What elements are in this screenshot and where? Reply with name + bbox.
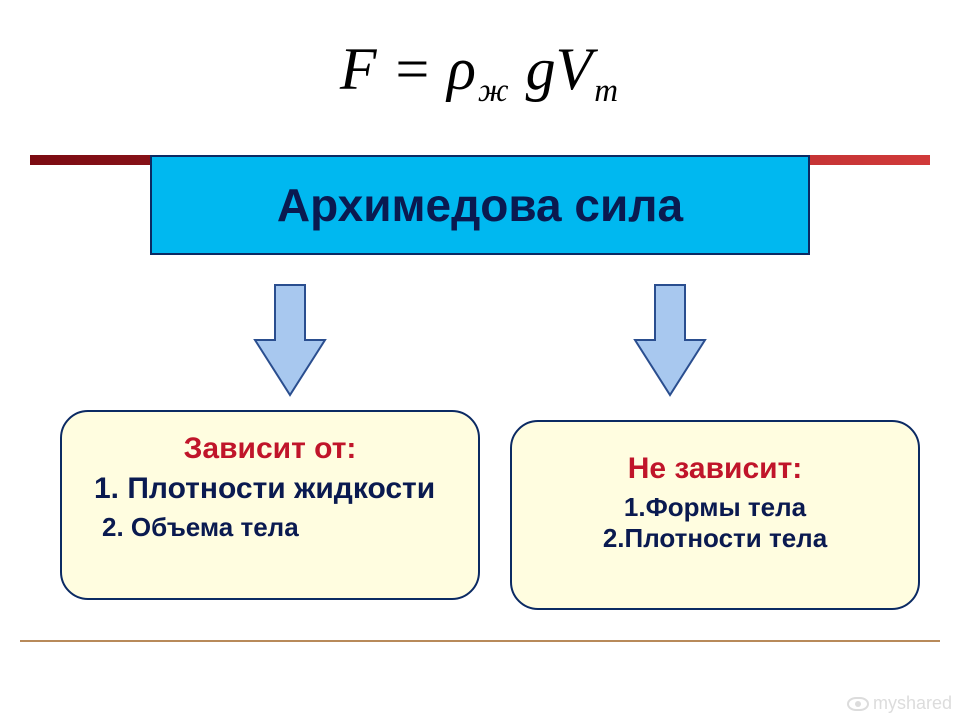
depends-item-1: 1. Плотности жидкости [94,472,456,506]
depends-item-1-num: 1. [94,472,119,505]
depends-item-2: 2. Объема тела [102,512,456,543]
title-box: Архимедова сила [150,155,810,255]
arrow-left-path [255,285,325,395]
formula-eq: = [377,36,448,102]
notdepends-box: Не зависит: 1.Формы тела 2.Плотности тел… [510,420,920,610]
watermark: myshared [847,693,952,714]
depends-item-1-text: Плотности жидкости [119,472,435,505]
eye-icon [847,697,869,711]
slide: F = ρж gVт Архимедова сила Зависит от: 1… [0,0,960,720]
formula-sub-t: т [592,73,620,109]
formula-sub-zh: ж [476,73,511,109]
bottom-divider [20,640,940,642]
notdepends-heading: Не зависит: [534,452,896,486]
formula-gV: gV [511,36,593,102]
arrow-right-path [635,285,705,395]
depends-box: Зависит от: 1. Плотности жидкости 2. Объ… [60,410,480,600]
watermark-text: myshared [873,693,952,713]
formula-F: F [340,36,377,102]
formula: F = ρж gVт [0,35,960,110]
formula-rho: ρ [447,36,476,102]
arrow-left-icon [250,280,330,400]
title-text: Архимедова сила [277,178,683,232]
arrow-right-icon [630,280,710,400]
depends-heading: Зависит от: [84,432,456,466]
notdepends-item-1: 1.Формы тела [534,492,896,523]
notdepends-item-2: 2.Плотности тела [534,523,896,554]
